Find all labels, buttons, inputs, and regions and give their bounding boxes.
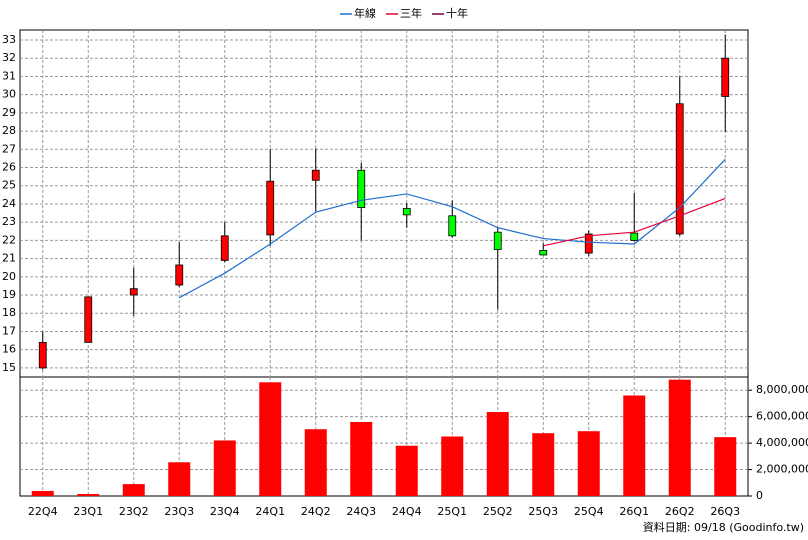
candle-body [675, 103, 684, 235]
candle-body [630, 232, 639, 241]
y-tick-label: 22 [2, 233, 16, 246]
y-tick-label: 15 [2, 361, 16, 374]
y-tick-label: 26 [2, 161, 16, 174]
y-tick-label: 19 [2, 288, 16, 301]
candle-body [448, 215, 457, 237]
x-tick-label: 26Q2 [665, 505, 695, 518]
legend-label: 三年 [400, 6, 422, 20]
volume-bar [213, 440, 236, 496]
x-tick-label: 25Q1 [437, 505, 467, 518]
ma-line [178, 158, 726, 299]
y-tick-label: 28 [2, 124, 16, 137]
x-tick-label: 25Q2 [483, 505, 513, 518]
volume-bar [350, 421, 373, 496]
legend-label: 十年 [446, 6, 468, 20]
candle-body [539, 250, 548, 256]
y-tick-label: 32 [2, 51, 16, 64]
candle-body [721, 57, 730, 97]
y-tick-label: 23 [2, 215, 16, 228]
volume-bar [304, 429, 327, 496]
volume-bar [668, 379, 691, 496]
x-tick-label: 22Q4 [28, 505, 58, 518]
y-tick-label: 27 [2, 142, 16, 155]
candle-body [175, 264, 184, 286]
x-tick-label: 23Q1 [73, 505, 103, 518]
candle-body [266, 180, 275, 236]
x-tick-label: 23Q4 [210, 505, 240, 518]
x-tick-label: 24Q4 [392, 505, 422, 518]
x-tick-label: 26Q3 [710, 505, 740, 518]
ma-line [543, 197, 726, 247]
candle-body [357, 169, 366, 208]
volume-bar [486, 412, 509, 496]
y-tick-label: 20 [2, 270, 16, 283]
y-tick-label: 33 [2, 33, 16, 46]
candle-body [84, 296, 93, 343]
volume-bar [168, 462, 191, 496]
x-tick-label: 25Q3 [528, 505, 558, 518]
y2-tick-label: 0 [756, 489, 763, 502]
y-tick-label: 24 [2, 197, 16, 210]
volume-bar [259, 382, 282, 496]
y-tick-label: 18 [2, 306, 16, 319]
x-tick-label: 23Q2 [119, 505, 149, 518]
x-tick-label: 24Q1 [255, 505, 285, 518]
x-tick-label: 23Q3 [164, 505, 194, 518]
x-tick-label: 24Q3 [346, 505, 376, 518]
volume-bar [122, 484, 145, 496]
y2-tick-label: 8,000,000 [756, 383, 808, 396]
y2-tick-label: 6,000,000 [756, 410, 808, 423]
y-tick-label: 31 [2, 69, 16, 82]
source-note: 資料日期: 09/18 (Goodinfo.tw) [643, 520, 804, 534]
x-tick-label: 26Q1 [619, 505, 649, 518]
candle-body [402, 208, 411, 216]
candle-body [311, 169, 320, 181]
volume-bar [441, 436, 464, 496]
y-tick-label: 21 [2, 252, 16, 265]
candle-body [129, 288, 138, 296]
plot-frame [19, 29, 749, 497]
y-tick-label: 17 [2, 324, 16, 337]
candle-body [493, 231, 502, 250]
volume-bar [623, 395, 646, 496]
volume-bar [77, 494, 100, 496]
volume-bar [532, 433, 555, 496]
volume-bar [31, 490, 54, 496]
x-tick-label: 25Q4 [574, 505, 604, 518]
y-tick-label: 25 [2, 179, 16, 192]
volume-bar [577, 431, 600, 496]
y-tick-label: 30 [2, 88, 16, 101]
x-tick-label: 24Q2 [301, 505, 331, 518]
y-tick-label: 29 [2, 106, 16, 119]
volume-bar [714, 437, 737, 496]
y-tick-label: 16 [2, 343, 16, 356]
y2-tick-label: 4,000,000 [756, 436, 808, 449]
candle-body [220, 235, 229, 261]
candle-body [584, 233, 593, 254]
legend-label: 年線 [354, 6, 376, 20]
candle-body [38, 341, 47, 369]
volume-bar [395, 445, 418, 496]
y2-tick-label: 2,000,000 [756, 463, 808, 476]
